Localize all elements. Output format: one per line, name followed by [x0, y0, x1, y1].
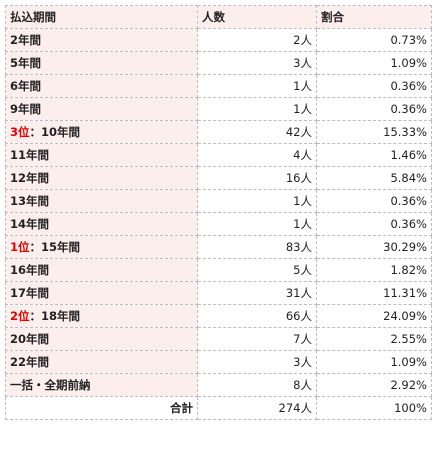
period-cell: 5年間: [5, 51, 198, 75]
period-cell: 14年間: [5, 212, 198, 236]
count-cell: 1人: [197, 97, 317, 121]
period-cell: 11年間: [5, 143, 198, 167]
rank-label: 3位: [10, 125, 30, 139]
ratio-cell: 5.84%: [316, 166, 432, 190]
ratio-cell: 1.09%: [316, 350, 432, 374]
period-cell: 一括・全期前納: [5, 373, 198, 397]
rank-label: 1位: [10, 240, 30, 254]
period-label: 13年間: [10, 194, 50, 208]
ratio-cell: 0.73%: [316, 28, 432, 52]
period-label: 11年間: [10, 148, 50, 162]
period-cell: 2位：18年間: [5, 304, 198, 328]
period-label: ：18年間: [29, 309, 81, 323]
ratio-cell: 1.09%: [316, 51, 432, 75]
count-cell: 4人: [197, 143, 317, 167]
period-label: 17年間: [10, 286, 50, 300]
table-row: 13年間 1人 0.36%: [5, 189, 432, 213]
payment-period-table: 払込期間 人数 割合 2年間 2人 0.73% 5年間 3人 1.09% 6年間…: [5, 5, 432, 420]
period-cell: 6年間: [5, 74, 198, 98]
table-row: 20年間 7人 2.55%: [5, 327, 432, 351]
table-row: 9年間 1人 0.36%: [5, 97, 432, 121]
table-row: 1位：15年間 83人 30.29%: [5, 235, 432, 259]
total-row: 合計 274人 100%: [5, 396, 432, 420]
ratio-cell: 24.09%: [316, 304, 432, 328]
count-cell: 5人: [197, 258, 317, 282]
period-cell: 16年間: [5, 258, 198, 282]
ratio-cell: 2.92%: [316, 373, 432, 397]
period-cell: 13年間: [5, 189, 198, 213]
ratio-cell: 0.36%: [316, 212, 432, 236]
count-cell: 2人: [197, 28, 317, 52]
ratio-cell: 15.33%: [316, 120, 432, 144]
count-cell: 42人: [197, 120, 317, 144]
header-row: 払込期間 人数 割合: [5, 5, 432, 29]
count-cell: 8人: [197, 373, 317, 397]
ratio-cell: 1.82%: [316, 258, 432, 282]
ratio-cell: 0.36%: [316, 97, 432, 121]
ratio-cell: 0.36%: [316, 74, 432, 98]
ratio-cell: 2.55%: [316, 327, 432, 351]
header-payment-period: 払込期間: [5, 5, 198, 29]
count-cell: 3人: [197, 51, 317, 75]
table-row: 16年間 5人 1.82%: [5, 258, 432, 282]
ratio-cell: 0.36%: [316, 189, 432, 213]
table-row: 12年間 16人 5.84%: [5, 166, 432, 190]
count-cell: 3人: [197, 350, 317, 374]
period-cell: 3位：10年間: [5, 120, 198, 144]
period-label: ：15年間: [29, 240, 81, 254]
table-row: 3位：10年間 42人 15.33%: [5, 120, 432, 144]
period-label: 5年間: [10, 56, 42, 70]
period-cell: 9年間: [5, 97, 198, 121]
table-header: 払込期間 人数 割合: [5, 5, 432, 29]
period-label: 16年間: [10, 263, 50, 277]
period-label: 20年間: [10, 332, 50, 346]
table-row: 2位：18年間 66人 24.09%: [5, 304, 432, 328]
count-cell: 1人: [197, 74, 317, 98]
period-cell: 22年間: [5, 350, 198, 374]
period-label: 14年間: [10, 217, 50, 231]
table-body: 2年間 2人 0.73% 5年間 3人 1.09% 6年間 1人 0.36% 9…: [5, 28, 432, 420]
table-row: 6年間 1人 0.36%: [5, 74, 432, 98]
table-row: 5年間 3人 1.09%: [5, 51, 432, 75]
table-row: 14年間 1人 0.36%: [5, 212, 432, 236]
period-label: 6年間: [10, 79, 42, 93]
header-ratio: 割合: [316, 5, 432, 29]
rank-label: 2位: [10, 309, 30, 323]
header-count: 人数: [197, 5, 317, 29]
period-cell: 12年間: [5, 166, 198, 190]
period-cell: 2年間: [5, 28, 198, 52]
table-row: 22年間 3人 1.09%: [5, 350, 432, 374]
count-cell: 7人: [197, 327, 317, 351]
period-label: 9年間: [10, 102, 42, 116]
table-row: 17年間 31人 11.31%: [5, 281, 432, 305]
count-cell: 1人: [197, 212, 317, 236]
period-label: 12年間: [10, 171, 50, 185]
count-cell: 83人: [197, 235, 317, 259]
count-cell: 31人: [197, 281, 317, 305]
period-label: 22年間: [10, 355, 50, 369]
count-cell: 66人: [197, 304, 317, 328]
table-row: 2年間 2人 0.73%: [5, 28, 432, 52]
table-row: 11年間 4人 1.46%: [5, 143, 432, 167]
ratio-cell: 30.29%: [316, 235, 432, 259]
period-cell: 20年間: [5, 327, 198, 351]
period-cell: 1位：15年間: [5, 235, 198, 259]
table-row: 一括・全期前納 8人 2.92%: [5, 373, 432, 397]
count-cell: 1人: [197, 189, 317, 213]
period-label: ：10年間: [29, 125, 81, 139]
period-cell: 17年間: [5, 281, 198, 305]
ratio-cell: 1.46%: [316, 143, 432, 167]
total-count: 274人: [197, 396, 317, 420]
ratio-cell: 11.31%: [316, 281, 432, 305]
count-cell: 16人: [197, 166, 317, 190]
total-label: 合計: [5, 396, 198, 420]
period-label: 2年間: [10, 33, 42, 47]
total-ratio: 100%: [316, 396, 432, 420]
period-label: 一括・全期前納: [10, 378, 91, 392]
